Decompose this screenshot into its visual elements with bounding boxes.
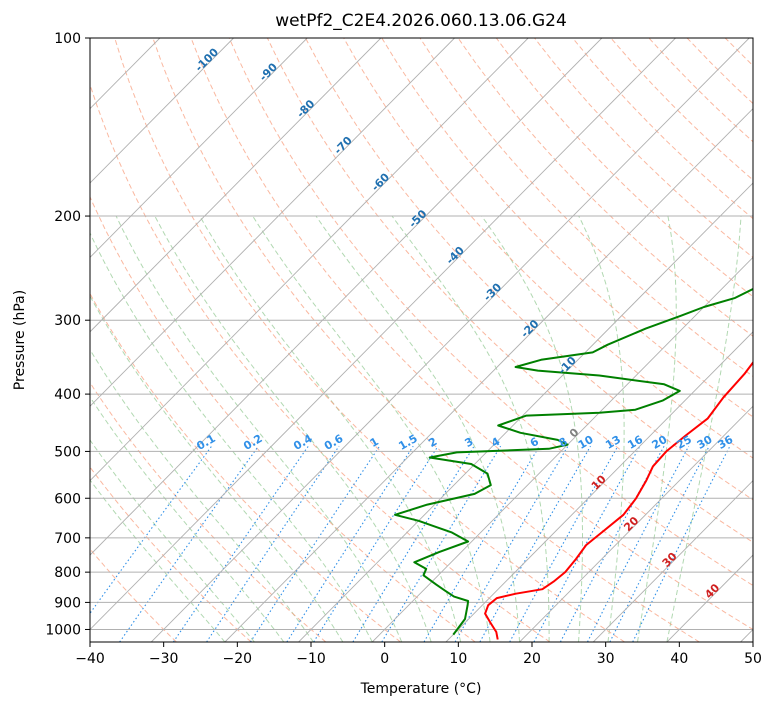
- mixing-ratio-line: [172, 445, 309, 642]
- moist-adiabat-line: [90, 479, 226, 642]
- x-tick-label: 10: [449, 651, 467, 667]
- dry-adiabat-line: [114, 38, 625, 642]
- dry-adiabat-line: [190, 38, 753, 631]
- mixing-ratio-line: [381, 445, 502, 642]
- isotherm-grid: [90, 38, 753, 642]
- y-tick-label: 800: [54, 565, 81, 581]
- moist-adiabat-line: [115, 215, 403, 642]
- mixing-ratio-line: [609, 445, 710, 642]
- isotherm-line: [90, 38, 603, 556]
- moist-adiabat-line: [637, 215, 677, 642]
- moist-adiabat-line: [90, 439, 255, 642]
- y-tick-label: 700: [54, 531, 81, 547]
- y-tick-label: 300: [54, 313, 81, 329]
- y-axis: 100 200 300 400 500 600 700 800 900 1000: [45, 31, 90, 638]
- x-tick-label: 0: [380, 651, 389, 667]
- x-tick-label: 20: [523, 651, 541, 667]
- mixing-ratio-line: [352, 445, 475, 642]
- dry-adiabats: [90, 38, 775, 642]
- y-tick-label: 400: [54, 387, 81, 403]
- x-tick-label: −40: [75, 651, 105, 667]
- dry-adiabat-line: [90, 548, 177, 642]
- mixing-ratio-line: [249, 445, 381, 642]
- y-tick-label: 900: [54, 595, 81, 611]
- sounding-series: [394, 287, 753, 640]
- isotherm-line: [224, 107, 753, 642]
- isotherm-line: [298, 182, 753, 642]
- y-tick-label: 100: [54, 31, 81, 47]
- mixing-ratio-line: [313, 445, 439, 642]
- dewpoint-profile-line: [394, 287, 753, 636]
- x-tick-label: −30: [149, 651, 179, 667]
- dry-adiabat-line: [457, 38, 753, 337]
- dry-adiabat-line: [763, 38, 775, 642]
- moist-adiabat-line: [252, 215, 491, 642]
- x-tick-label: 30: [597, 651, 615, 667]
- isotherm-line: [90, 38, 529, 482]
- isotherm-line: [150, 38, 750, 642]
- isotherm-line: [90, 38, 234, 184]
- y-axis-label: Pressure (hPa): [12, 290, 28, 390]
- y-tick-label: 500: [54, 444, 81, 460]
- x-tick-label: −10: [296, 651, 326, 667]
- x-axis: −40 −30 −20 −10 0 10 20 30 40 50: [75, 642, 762, 667]
- moist-adiabat-line: [154, 215, 432, 642]
- isotherm-line: [90, 38, 382, 333]
- mixing-ratio-line: [509, 445, 619, 642]
- moist-adiabat-line: [578, 215, 625, 642]
- x-tick-label: 40: [670, 651, 688, 667]
- mixing-ratio-lines: [90, 445, 731, 642]
- mixing-ratio-line: [423, 445, 540, 642]
- moist-adiabat-line: [90, 348, 314, 642]
- pressure-grid: [90, 38, 753, 630]
- moist-adiabat-line: [199, 215, 462, 642]
- moist-adiabat-line: [666, 215, 742, 642]
- y-tick-label: 600: [54, 491, 81, 507]
- moist-adiabat-line: [90, 231, 373, 642]
- isotherm-line: [445, 331, 753, 642]
- dry-adiabat-line: [90, 195, 476, 642]
- moist-adiabat-line: [481, 215, 583, 642]
- moist-adiabat-line: [391, 215, 550, 642]
- mixing-ratio-line: [632, 445, 731, 642]
- x-tick-label: 50: [744, 651, 762, 667]
- dry-adiabat-line: [419, 38, 753, 377]
- isotherm-line: [90, 38, 308, 259]
- temperature-profile-line: [484, 360, 753, 640]
- dry-adiabat-line: [90, 466, 252, 642]
- y-tick-label: 1000: [45, 622, 81, 638]
- chart-title: wetPf2_C2E4.2026.060.13.06.G24: [275, 11, 567, 31]
- isotherm-line: [371, 256, 753, 642]
- dry-adiabat-line: [152, 38, 700, 642]
- mixing-ratio-line: [587, 445, 690, 642]
- mixing-ratio-line: [119, 445, 259, 642]
- dry-adiabat-line: [90, 292, 401, 642]
- moist-adiabat-line: [90, 295, 344, 642]
- dry-adiabat-line: [305, 38, 753, 501]
- isotherm-line: [592, 480, 753, 642]
- x-axis-label: Temperature (°C): [360, 681, 482, 697]
- plot-area: [90, 38, 753, 642]
- isotherm-line: [90, 38, 676, 631]
- isotherm-line: [90, 38, 455, 407]
- plot-frame: [89, 37, 754, 643]
- moist-adiabats: [90, 215, 742, 642]
- dry-adiabat-line: [343, 38, 753, 459]
- mixing-ratio-line: [286, 445, 414, 642]
- mixing-ratio-line: [206, 445, 340, 642]
- x-tick-label: −20: [223, 651, 253, 667]
- isotherm-line: [519, 405, 753, 642]
- y-tick-label: 200: [54, 209, 81, 225]
- mixing-ratio-line: [479, 445, 591, 642]
